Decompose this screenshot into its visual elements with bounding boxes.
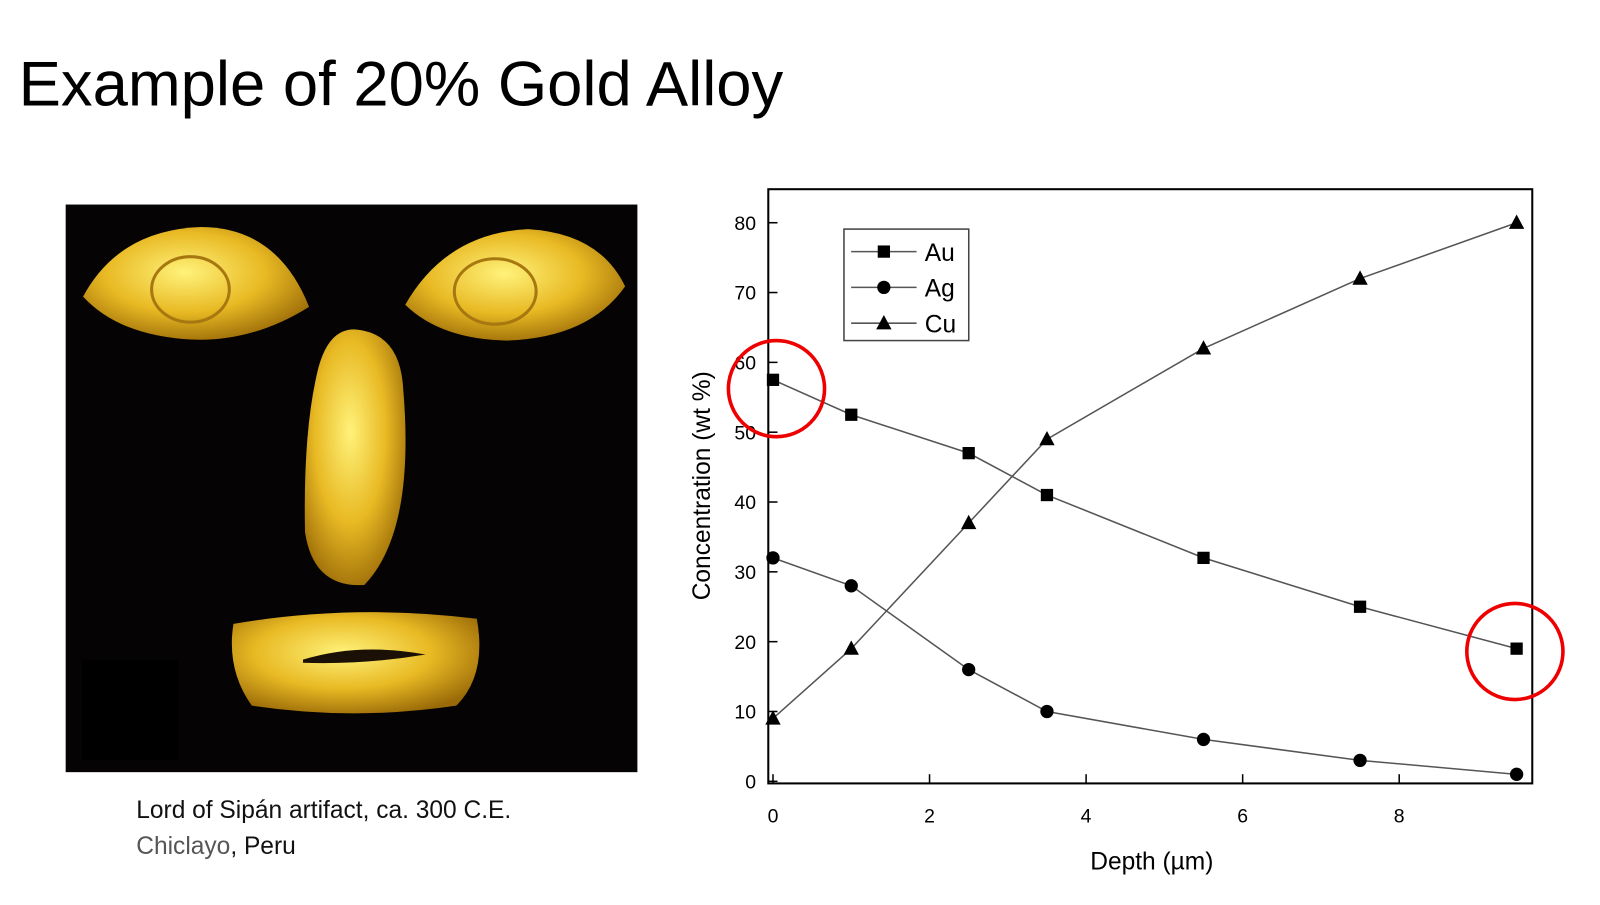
x-tick-label: 8 (1394, 805, 1405, 827)
marker (1353, 600, 1367, 613)
x-axis-label: Depth (µm) (1090, 848, 1213, 875)
legend-marker (876, 315, 892, 330)
marker (962, 447, 975, 460)
highlight-circle (726, 338, 827, 439)
series-line (772, 379, 1517, 650)
marker (1040, 488, 1054, 502)
marker (1353, 753, 1367, 768)
y-tick-label: 70 (734, 283, 756, 305)
legend-label: Au (925, 240, 955, 267)
series-line (772, 557, 1517, 776)
y-tick-label: 40 (734, 492, 756, 514)
y-tick-label: 80 (734, 213, 756, 235)
marker (1039, 430, 1055, 446)
marker (1509, 767, 1524, 781)
y-tick-label: 10 (734, 702, 756, 724)
highlight-circle (1465, 601, 1565, 702)
y-axis-label: Concentration (wt %) (689, 371, 716, 600)
legend-label: Ag (925, 276, 955, 303)
annotations (726, 338, 1565, 702)
artifact-image (65, 204, 638, 773)
marker (765, 710, 781, 725)
legend-marker (877, 245, 890, 258)
marker (1197, 551, 1210, 565)
marker (1352, 270, 1368, 285)
place-rest: , Peru (230, 833, 295, 860)
slide-title: Example of 20% Gold Alloy (19, 49, 784, 119)
y-tick-label: 0 (745, 771, 756, 793)
y-tick-label: 60 (734, 353, 756, 375)
x-tick-label: 6 (1237, 805, 1248, 827)
legend-label: Cu (925, 311, 956, 338)
marker (766, 373, 780, 386)
legend-marker (877, 280, 891, 295)
marker (1510, 642, 1523, 655)
x-tick-label: 4 (1081, 805, 1092, 827)
marker (962, 662, 976, 677)
marker (1508, 214, 1525, 229)
marker (845, 408, 858, 421)
marker (844, 579, 858, 593)
place-link[interactable]: Chiclayo (136, 833, 230, 860)
y-tick-label: 20 (734, 632, 756, 654)
x-tick-label: 0 (768, 805, 779, 827)
caption: Lord of Sipán artifact, ca. 300 C.E. (136, 797, 511, 824)
marker (961, 514, 977, 530)
caption-place: Chiclayo, Peru (136, 833, 296, 860)
marker (766, 551, 780, 565)
plot-frame (767, 188, 1534, 785)
y-tick-label: 30 (734, 562, 756, 584)
marker (843, 640, 859, 655)
legend (843, 228, 970, 342)
marker (1040, 704, 1054, 719)
marker (1196, 732, 1211, 747)
x-tick-label: 2 (924, 805, 935, 827)
chart: Depth (µm) Concentration (wt %) 01020304… (689, 188, 1534, 875)
marker (1195, 340, 1212, 355)
